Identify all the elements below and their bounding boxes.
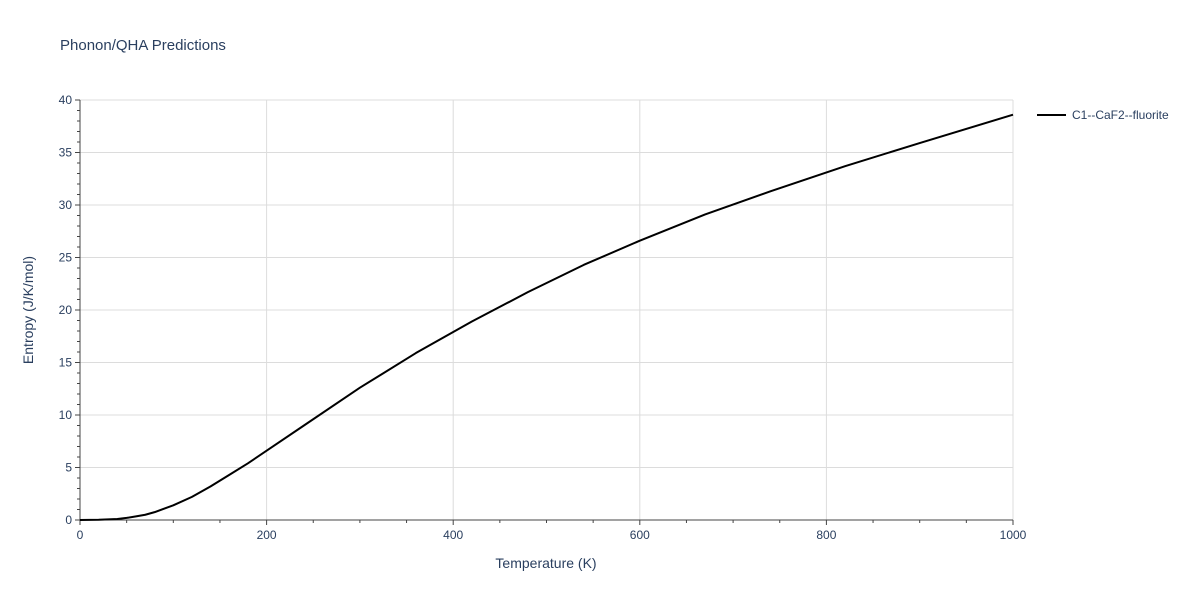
gridlines	[80, 99, 1014, 520]
series-line[interactable]	[79, 113, 1014, 521]
x-tick-label: 1000	[1000, 528, 1027, 542]
y-tick-label: 5	[65, 461, 72, 475]
y-tick-label: 35	[59, 146, 73, 160]
x-tick-label: 200	[257, 528, 277, 542]
y-tick-label: 40	[59, 93, 73, 107]
y-tick-label: 20	[59, 303, 73, 317]
y-tick-label: 30	[59, 198, 73, 212]
y-tick-label: 15	[59, 356, 73, 370]
x-axis-title: Temperature (K)	[495, 555, 596, 571]
y-axis-title: Entropy (J/K/mol)	[20, 256, 36, 364]
legend-label: C1--CaF2--fluorite	[1072, 108, 1169, 122]
x-tick-label: 800	[816, 528, 836, 542]
axes: 0 200 400 600 800 1000 0 5 10 15 20 25 30 35 40	[59, 93, 1027, 542]
chart-title: Phonon/QHA Predictions	[60, 37, 226, 54]
x-tick-label: 600	[630, 528, 650, 542]
x-tick-label: 0	[77, 528, 84, 542]
legend[interactable]: C1--CaF2--fluorite	[1037, 108, 1169, 122]
y-tick-label: 25	[59, 251, 73, 265]
x-tick-label: 400	[443, 528, 463, 542]
y-tick-label: 0	[65, 513, 72, 527]
series-layer	[79, 113, 1014, 521]
y-tick-label: 10	[59, 408, 73, 422]
